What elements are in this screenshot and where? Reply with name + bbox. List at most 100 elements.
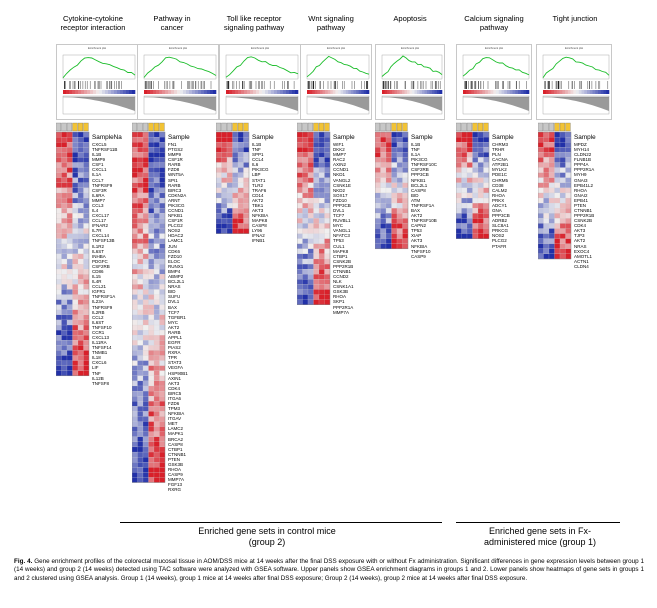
heatmap-cell: [72, 142, 79, 148]
gene-label: MYH14: [574, 147, 590, 153]
heatmap-cell: [221, 223, 228, 229]
heatmap-cell: [132, 177, 138, 183]
figure-caption: Fig. 4. Gene enrichment profiles of the …: [14, 558, 644, 583]
heatmap-cell: [83, 370, 90, 376]
heatmap-cell: [72, 203, 79, 209]
rank-color-cell: [598, 90, 601, 94]
heatmap-cell: [554, 213, 561, 219]
heatmap-cell: [380, 223, 387, 229]
rank-color-cell: [476, 90, 480, 94]
heatmap-cell: [466, 157, 473, 163]
heatmap-cell: [148, 370, 155, 376]
heatmap-cell: [153, 142, 160, 148]
heatmap-cell: [83, 177, 90, 183]
heatmap-cell: [466, 182, 473, 188]
rank-color-cell: [587, 90, 590, 94]
heatmap-cell: [159, 396, 166, 402]
ranked-metric-area: [307, 97, 369, 111]
heatmap-cell: [159, 467, 166, 473]
heatmap-cell: [297, 274, 303, 280]
heatmap-cell: [132, 233, 138, 239]
sample-tag: [477, 122, 484, 132]
gene-label: CUL1: [333, 243, 345, 249]
heatmap-cell: [159, 294, 166, 300]
heatmap-cell: [148, 192, 155, 199]
gene-label: EGFR: [168, 340, 181, 346]
heatmap-cell: [466, 152, 473, 158]
heatmap-cell: [137, 355, 144, 361]
heatmap-cell: [554, 147, 561, 153]
rank-color-cell: [429, 90, 433, 94]
heatmap-cell: [466, 203, 473, 209]
heatmap-cell: [565, 203, 572, 209]
heatmap-cell: [142, 360, 149, 366]
heatmap-cell: [142, 213, 149, 219]
heatmap-cell: [148, 391, 155, 397]
heatmap-cell: [559, 192, 566, 199]
sample-tag: [153, 122, 160, 132]
curve-frame: [542, 54, 610, 80]
gene-label: TNFSF14: [92, 345, 112, 351]
heatmap-cell: [226, 137, 233, 143]
heatmap-cell: [565, 223, 572, 229]
heatmap-cell: [226, 131, 233, 138]
heatmap-cell: [466, 137, 473, 143]
heatmap-cell: [153, 294, 160, 300]
heatmap-cell: [137, 228, 144, 234]
heatmap-cell: [159, 446, 166, 453]
heatmap-cell: [559, 182, 566, 188]
gene-label: CXCL5: [92, 142, 107, 147]
heatmap-cell: [142, 208, 149, 214]
heatmap-cell: [318, 289, 325, 295]
heatmap-cell: [302, 131, 309, 138]
sample-tag: [318, 122, 325, 132]
heatmap-cell: [61, 365, 68, 371]
heatmap-cell: [461, 187, 468, 194]
gene-label: IFNA2: [252, 233, 265, 239]
heatmap-cell: [391, 203, 398, 209]
heatmap-cell: [56, 340, 62, 346]
heatmap-cell: [538, 233, 544, 239]
sample-tag: [302, 122, 308, 132]
heatmap-cell: [391, 142, 398, 148]
heatmap-cell: [132, 345, 138, 351]
gene-label: ADCY1: [492, 202, 508, 208]
heatmap-cell: [391, 162, 398, 168]
heatmap-cell: [375, 131, 381, 138]
heatmap-cell: [456, 167, 462, 173]
heatmap-cell: [72, 162, 79, 168]
heatmap-cell: [148, 253, 155, 260]
rank-color-cell: [210, 90, 214, 94]
heatmap-cell: [313, 228, 320, 234]
heatmap-cell: [137, 330, 144, 336]
heatmap-cell: [142, 228, 149, 234]
heatmap-cell: [66, 218, 73, 224]
heatmap-cell: [142, 157, 149, 163]
rank-color-cell: [268, 90, 272, 94]
gene-label: AKT2: [411, 213, 423, 219]
heatmap-cell: [456, 177, 462, 183]
heatmap-cell: [83, 274, 90, 280]
heatmap-cell: [148, 335, 155, 341]
heatmap-cell: [132, 309, 138, 315]
rank-color-cell: [174, 90, 178, 94]
heatmap-cell: [543, 253, 550, 260]
gene-label: CASP9: [168, 472, 183, 478]
heatmap-cell: [77, 172, 84, 178]
heatmap-cell: [66, 243, 73, 249]
gene-label: TP53: [333, 238, 344, 244]
gene-label: STAT1: [252, 177, 266, 183]
heatmap-cell: [554, 131, 561, 138]
heatmap-cell: [554, 253, 561, 260]
heatmap-cell: [313, 157, 320, 163]
gsea-plot-wnt: Enrichment plot: [300, 44, 372, 120]
heatmap-cell: [318, 208, 325, 214]
rank-color-cell: [69, 90, 73, 94]
rank-color-cell: [358, 90, 362, 94]
heatmap-cell: [302, 264, 309, 270]
heatmap-cell: [543, 152, 550, 158]
gene-label: TJP3: [574, 233, 585, 239]
heatmap-cell: [61, 192, 68, 199]
heatmap-cell: [466, 233, 473, 239]
gsea-plot-apoptosis: Enrichment plot: [375, 44, 445, 120]
